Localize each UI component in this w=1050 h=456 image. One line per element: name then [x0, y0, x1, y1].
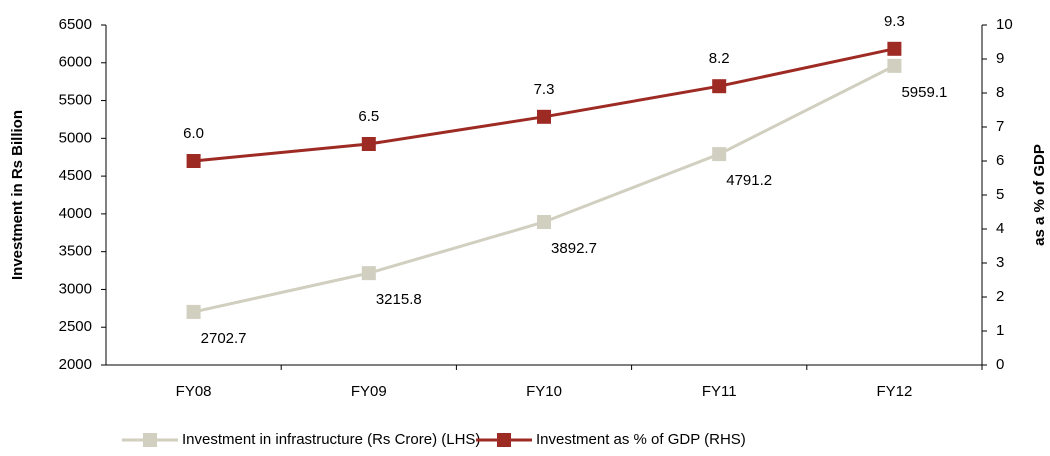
y2-tick-label: 7: [996, 118, 1004, 135]
data-label: 4791.2: [726, 172, 772, 189]
y2-tick-label: 2: [996, 288, 1004, 305]
legend-label: Investment in infrastructure (Rs Crore) …: [182, 431, 480, 448]
x-tick-label: FY09: [351, 383, 387, 400]
point-marker: [887, 58, 902, 73]
data-label: 5959.1: [901, 84, 947, 101]
series-line: [193, 47, 895, 163]
y-tick-label: 5500: [59, 92, 92, 109]
data-label: 8.2: [709, 50, 730, 67]
point-marker: [887, 41, 902, 56]
y-tick-label: 4000: [59, 205, 92, 222]
point-marker: [361, 266, 376, 281]
y2-tick-label: 0: [996, 356, 1004, 373]
y2-tick-label: 4: [996, 220, 1004, 237]
y-tick-label: 4500: [59, 167, 92, 184]
y2-tick-label: 5: [996, 186, 1004, 203]
y-axis-label: Investment in Rs Billion: [9, 110, 26, 280]
legend-marker: [143, 433, 157, 447]
x-tick-label: FY08: [176, 383, 212, 400]
data-label: 6.0: [183, 125, 204, 142]
x-tick-label: FY11: [702, 383, 737, 400]
x-tick-label: FY10: [526, 383, 562, 400]
y-tick-label: 6500: [59, 16, 92, 33]
point-marker: [186, 304, 201, 319]
data-label: 3215.8: [376, 291, 422, 308]
y2-axis-label: as a % of GDP: [1031, 144, 1048, 246]
point-marker: [186, 154, 201, 168]
data-label: 2702.7: [201, 330, 247, 347]
point-marker: [712, 79, 727, 94]
point-marker: [537, 109, 551, 124]
y-tick-label: 3000: [59, 280, 92, 297]
y2-tick-label: 3: [996, 254, 1004, 271]
y-tick-label: 2500: [59, 318, 92, 335]
data-label: 3892.7: [551, 240, 597, 257]
y-tick-label: 3500: [59, 243, 92, 260]
y-tick-label: 6000: [59, 54, 92, 71]
y2-tick-label: 1: [996, 322, 1004, 339]
legend-marker: [497, 433, 511, 447]
y2-tick-label: 9: [996, 50, 1004, 67]
x-tick-label: FY12: [876, 383, 912, 400]
point-marker: [712, 147, 727, 162]
data-label: 7.3: [534, 81, 555, 98]
series-line: [193, 64, 896, 314]
y2-tick-label: 10: [996, 16, 1013, 33]
y2-tick-label: 6: [996, 152, 1004, 169]
data-label: 6.5: [358, 108, 379, 125]
point-marker: [537, 214, 551, 229]
y2-tick-label: 8: [996, 84, 1004, 101]
point-marker: [361, 137, 376, 151]
y-tick-label: 5000: [59, 129, 92, 146]
y-tick-label: 2000: [59, 356, 92, 373]
data-label: 9.3: [884, 13, 905, 30]
legend-label: Investment as % of GDP (RHS): [536, 431, 746, 448]
